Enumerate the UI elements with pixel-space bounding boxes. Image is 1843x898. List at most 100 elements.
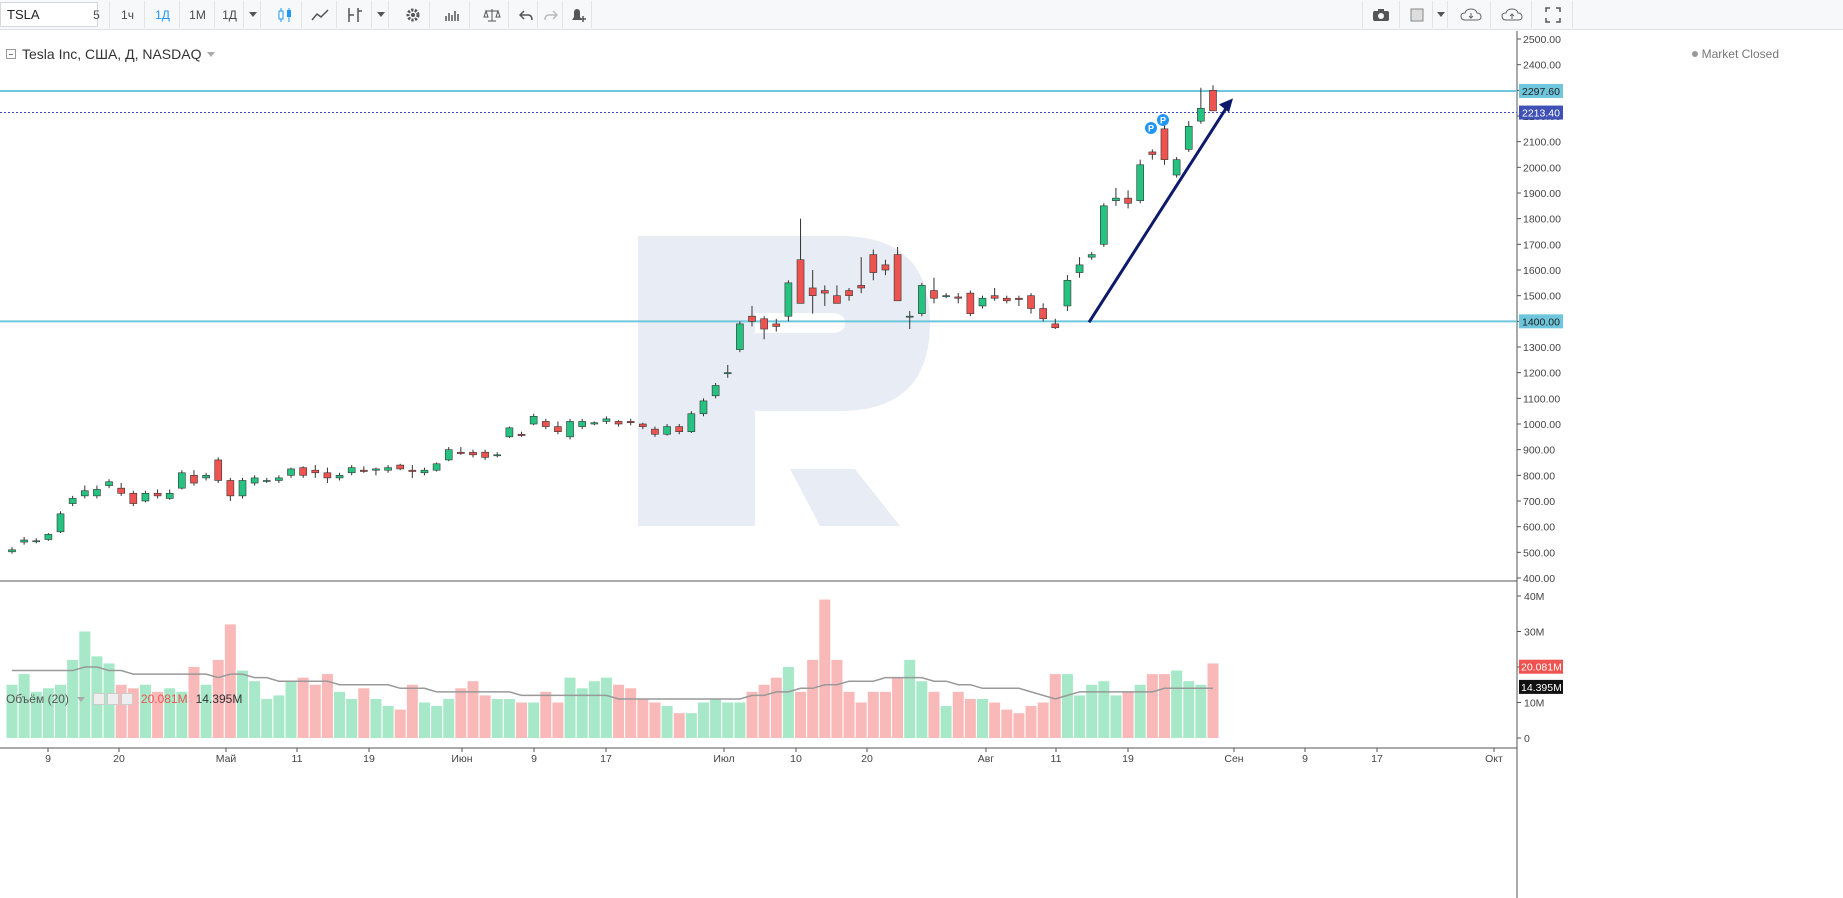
volume-ma-line — [12, 666, 1213, 700]
cloud-download-icon — [1459, 7, 1482, 20]
candle-body — [1075, 264, 1084, 273]
price-tick-label: 2400.00 — [1523, 60, 1561, 72]
volume-bar — [139, 684, 151, 738]
volume-bar — [1049, 674, 1061, 738]
candle — [1087, 252, 1096, 260]
candle-body — [153, 492, 162, 497]
symbol-legend[interactable]: Tesla Inc, США, Д, NASDAQ — [6, 46, 216, 62]
price-tick-label: 1800.00 — [1523, 214, 1561, 226]
volume-bar — [540, 691, 552, 738]
candle-body — [663, 426, 671, 435]
interval-1m-button[interactable]: 1М — [181, 1, 215, 28]
indicators-button[interactable] — [338, 1, 372, 28]
candle-body — [954, 296, 963, 299]
candle-body — [626, 421, 635, 424]
time-tick-label: 9 — [45, 753, 51, 765]
settings-button[interactable] — [396, 1, 430, 28]
close-icon[interactable] — [120, 693, 133, 705]
time-tick-label: Июн — [451, 753, 472, 765]
volume-bar — [1122, 691, 1134, 738]
chart-canvas[interactable]: PP 2500.002400.002300.002200.002100.0020… — [0, 31, 1843, 898]
candle — [190, 470, 198, 486]
candle-body — [1063, 279, 1072, 307]
volume-bar — [697, 702, 709, 738]
chevron-down-icon — [248, 12, 257, 17]
volume-bar — [1171, 670, 1183, 738]
time-tick-label: 17 — [600, 753, 612, 765]
interval-custom-button[interactable]: 1Д — [216, 1, 244, 28]
chevron-down-icon[interactable] — [207, 51, 216, 57]
collapse-icon[interactable] — [6, 49, 16, 59]
volume-bar — [1013, 713, 1025, 738]
candle-body — [869, 254, 878, 273]
volume-bar — [334, 691, 346, 738]
chevron-down-icon[interactable] — [76, 696, 85, 702]
fullscreen-button[interactable] — [1533, 1, 1573, 28]
interval-dropdown[interactable] — [245, 1, 261, 28]
volume-tick-label: 0 — [1524, 733, 1530, 745]
price-level-badge-label: 2297.60 — [1522, 86, 1560, 98]
symbol-search-input[interactable]: TSLA — [0, 2, 98, 27]
time-tick-label: Окт — [1485, 753, 1503, 765]
volume-badge-label: 20.081M — [1521, 662, 1562, 674]
interval-5-button[interactable]: 5 — [84, 1, 110, 28]
volume-bar — [467, 681, 479, 738]
candle — [262, 477, 271, 484]
candle-body — [1160, 128, 1169, 160]
candle — [202, 472, 210, 481]
candle — [687, 411, 696, 433]
volume-bar — [1158, 674, 1170, 738]
volume-bar — [406, 684, 418, 738]
candle-body — [990, 295, 999, 299]
interval-1d-button[interactable]: 1Д — [146, 1, 180, 28]
candle-body — [1002, 297, 1011, 302]
price-tick-label: 1100.00 — [1523, 393, 1560, 405]
candle — [80, 485, 89, 499]
time-tick-label: Сен — [1224, 753, 1243, 765]
candle — [1148, 149, 1157, 160]
volume-bar — [807, 659, 819, 738]
hide-icon[interactable] — [106, 693, 119, 705]
volume-bar — [42, 688, 54, 738]
volume-bar — [200, 684, 212, 738]
compare-button[interactable] — [303, 1, 337, 28]
price-axis[interactable]: 2500.002400.002300.002200.002100.002000.… — [1517, 34, 1563, 745]
price-tick-label: 1300.00 — [1523, 342, 1561, 354]
logo-watermark-icon — [638, 236, 930, 526]
candle-body — [1148, 151, 1157, 155]
undo-button[interactable] — [514, 1, 538, 28]
templates-button[interactable] — [436, 1, 470, 28]
time-axis[interactable]: 9 20 Май 11 19 Июн 9 17 Июл 10 20 Авг 11 19 Сен 9 17 Окт — [45, 748, 1503, 765]
indicators-dropdown[interactable] — [373, 1, 389, 28]
volume-bar — [1207, 663, 1219, 738]
compare-scale-button[interactable] — [475, 1, 509, 28]
candle-body — [165, 492, 174, 499]
volume-bar — [1086, 684, 1098, 738]
volume-bar — [67, 659, 79, 738]
candle-body — [833, 295, 841, 304]
load-cloud-button[interactable] — [1451, 1, 1491, 28]
save-cloud-button[interactable] — [1492, 1, 1532, 28]
redo-button[interactable] — [539, 1, 563, 28]
settings-icon[interactable] — [92, 693, 105, 705]
price-tick-label: 1200.00 — [1523, 368, 1561, 380]
layout-button[interactable] — [1401, 1, 1433, 28]
interval-1h-button[interactable]: 1ч — [111, 1, 145, 28]
candle-body — [978, 297, 987, 307]
snapshot-button[interactable] — [1362, 1, 1400, 28]
candle — [481, 449, 489, 460]
candle-body — [845, 290, 853, 296]
volume-bars-group — [6, 599, 1219, 738]
candle-body — [141, 492, 150, 502]
candle — [360, 466, 368, 473]
price-tick-label: 900.00 — [1523, 445, 1555, 457]
candle-body — [881, 264, 890, 271]
volume-legend[interactable]: Объём (20) 20.081M 14.395M — [6, 692, 242, 706]
candle-body — [129, 492, 138, 504]
layout-dropdown[interactable] — [1434, 1, 1448, 28]
candles-style-button[interactable] — [268, 1, 302, 28]
event-marker-icon — [1145, 122, 1157, 134]
candle — [44, 533, 53, 541]
volume-bar — [819, 599, 831, 738]
alert-button[interactable] — [564, 1, 592, 28]
